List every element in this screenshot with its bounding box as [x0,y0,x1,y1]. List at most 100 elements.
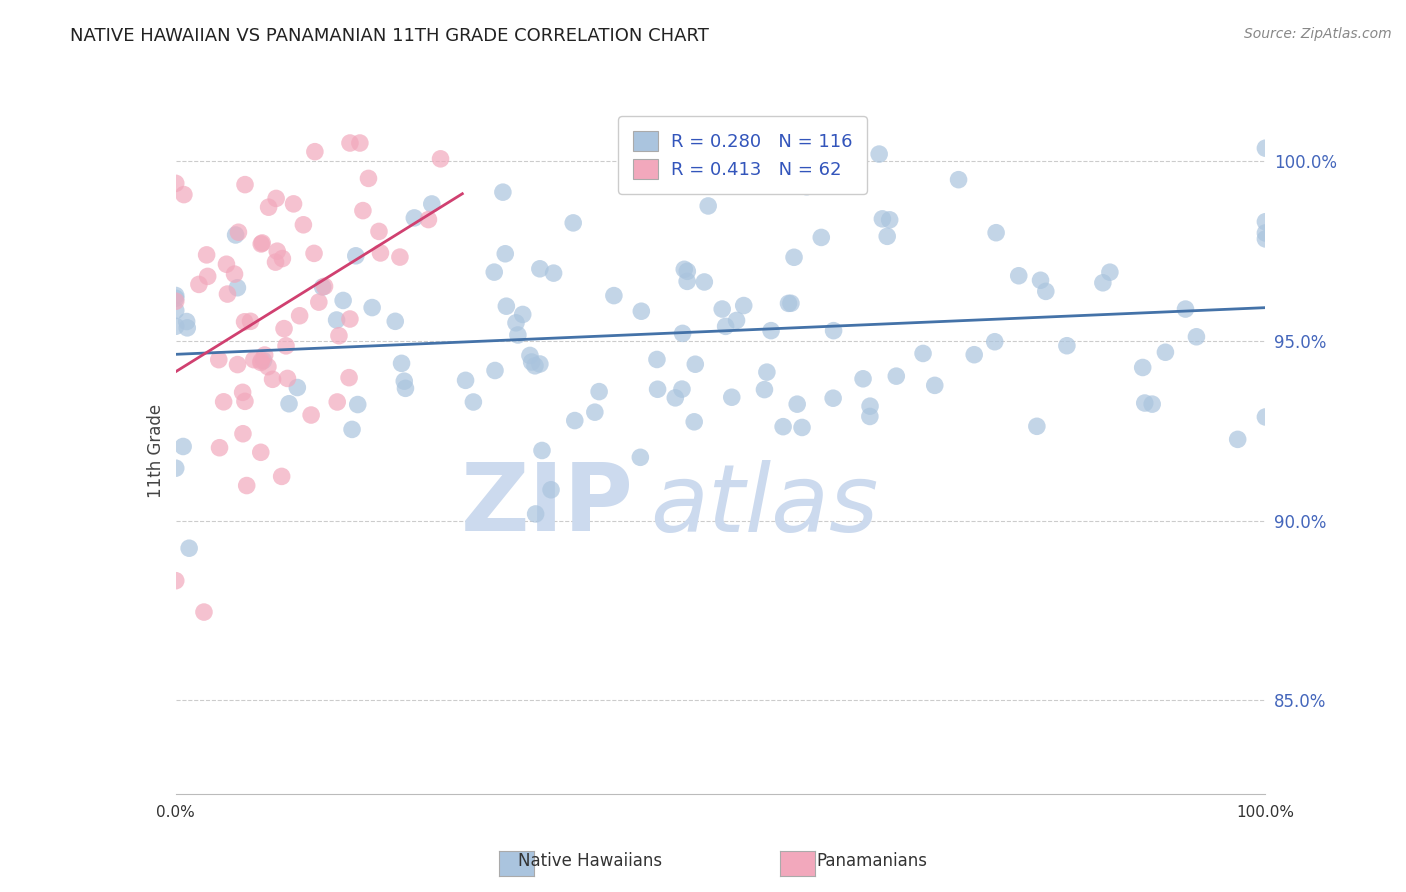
Point [349,136,371,150]
Point [780,296,803,310]
Point [252,353,274,368]
Point [1254,232,1277,246]
Point [235,478,257,492]
Point [165,177,187,191]
Text: ZIP: ZIP [461,459,633,551]
Point [226,358,249,372]
Text: NATIVE HAWAIIAN VS PANAMANIAN 11TH GRADE CORRELATION CHART: NATIVE HAWAIIAN VS PANAMANIAN 11TH GRADE… [70,27,709,45]
Point [326,395,349,409]
Point [1254,141,1277,155]
Point [250,354,273,368]
Point [1133,396,1156,410]
Point [494,246,516,260]
Point [1132,360,1154,375]
Point [225,227,247,242]
Point [1008,268,1031,283]
Point [233,394,256,409]
Point [1029,273,1052,287]
Point [302,246,325,260]
Point [226,281,249,295]
Point [884,369,907,384]
Point [270,469,292,483]
Point [394,381,416,395]
Point [173,187,195,202]
Point [505,316,527,330]
Point [232,385,254,400]
Point [484,265,506,279]
Point [720,390,742,404]
Point [529,261,551,276]
Point [264,191,287,205]
Point [711,301,734,316]
Point [463,395,485,409]
Point [391,356,413,370]
Point [783,250,806,264]
Point [288,309,311,323]
Point [876,229,898,244]
Point [165,303,187,318]
Point [1056,339,1078,353]
Point [725,313,748,327]
Point [755,365,778,379]
Point [647,382,669,396]
Point [357,171,380,186]
Point [630,304,652,318]
Point [208,352,231,367]
Point [778,296,800,310]
Point [562,216,585,230]
Point [264,255,287,269]
Point [420,197,443,211]
Point [262,372,284,386]
Point [983,334,1005,349]
Point [823,324,845,338]
Point [266,244,288,259]
Point [484,363,506,377]
Point [215,257,238,271]
Point [165,288,187,302]
Point [1174,301,1197,316]
Point [984,226,1007,240]
Point [796,179,818,194]
Point [664,391,686,405]
Point [1098,265,1121,279]
Point [250,235,273,250]
Point [165,574,187,588]
Point [685,357,707,371]
Point [671,326,693,341]
Point [868,147,890,161]
Point [810,230,832,244]
Point [344,249,367,263]
Text: Panamanians: Panamanians [817,852,927,870]
Point [278,397,301,411]
Point [520,355,543,369]
Point [924,378,946,392]
Point [368,224,391,238]
Point [332,293,354,308]
Point [250,236,273,251]
Point [697,199,720,213]
Point [274,339,297,353]
Point [388,250,411,264]
Point [1226,433,1249,447]
Point [912,346,935,360]
Point [506,328,529,343]
Point [1140,397,1163,411]
Point [628,450,651,465]
Point [176,321,198,335]
Point [384,314,406,328]
Point [645,352,668,367]
Point [212,394,235,409]
Point [852,372,875,386]
Point [733,299,755,313]
Point [529,357,551,371]
Point [454,373,477,387]
Point [339,312,361,326]
Point [337,370,360,384]
Point [217,287,239,301]
Point [676,274,699,288]
Point [228,225,250,239]
Point [418,212,440,227]
Point [583,405,606,419]
Point [314,279,336,293]
Point [603,288,626,302]
